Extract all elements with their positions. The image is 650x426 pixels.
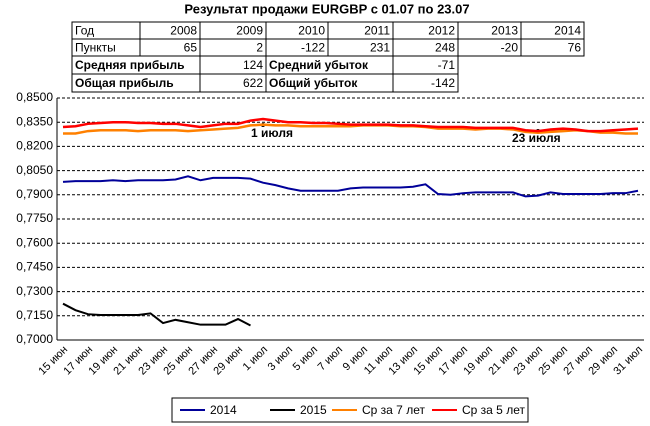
table-text: 231 [370, 41, 390, 55]
y-tick-label: 0,7450 [16, 260, 53, 274]
table-text: Общий убыток [269, 76, 358, 90]
table-text: 2 [256, 41, 263, 55]
table-text: 2010 [298, 24, 325, 38]
legend-box [171, 397, 529, 423]
table-text: Пункты [75, 41, 116, 55]
y-tick-label: 0,8200 [16, 139, 53, 153]
y-tick-label: 0,8050 [16, 163, 53, 177]
table-text: 2009 [236, 24, 263, 38]
legend-label: Ср за 7 лет [362, 403, 425, 417]
table-cell [392, 73, 459, 93]
table-text: Средняя прибыль [75, 58, 185, 72]
y-tick-label: 0,7000 [16, 332, 53, 346]
table-text: 2013 [491, 24, 518, 38]
chart-title: Результат продажи EURGBP с 01.07 по 23.0… [184, 1, 469, 16]
series-line [63, 123, 638, 135]
table-text: -122 [301, 41, 325, 55]
y-tick-label: 0,7150 [16, 308, 53, 322]
table-text: 76 [568, 41, 582, 55]
y-tick-label: 0,8500 [16, 90, 53, 104]
table-text: 124 [243, 58, 263, 72]
table-text: -142 [431, 76, 455, 90]
table-text: -71 [438, 58, 456, 72]
table-text: Год [75, 24, 94, 38]
table-text: -20 [501, 41, 519, 55]
annotation: 23 июля [512, 131, 561, 145]
annotation: 1 июля [251, 126, 293, 140]
legend-label: 2015 [300, 403, 327, 417]
table-cell [520, 38, 585, 57]
y-tick-label: 0,7750 [16, 211, 53, 225]
x-tick-label: 7 июл [316, 344, 346, 374]
table-text: 248 [435, 41, 455, 55]
table-text: 622 [243, 76, 263, 90]
y-tick-label: 0,7300 [16, 284, 53, 298]
legend-label: Ср за 5 лет [462, 403, 525, 417]
table-text: 2012 [428, 24, 455, 38]
table-text: Общая прибыль [75, 76, 174, 90]
y-tick-label: 0,7900 [16, 187, 53, 201]
series-line [62, 302, 251, 327]
y-tick-label: 0,8350 [16, 114, 53, 128]
x-tick-label: 3 июл [266, 344, 296, 374]
y-tick-label: 0,7600 [16, 235, 53, 249]
x-tick-label: 1 июл [241, 344, 271, 374]
table-text: Средний убыток [269, 58, 369, 72]
table-text: 2008 [170, 24, 197, 38]
series-line [62, 117, 639, 133]
table-text: 65 [184, 41, 198, 55]
table-text: 2011 [364, 24, 390, 38]
x-tick-label: 5 июл [291, 344, 321, 374]
table-text: 2014 [554, 24, 581, 38]
series-line [62, 175, 639, 198]
legend-label: 2014 [210, 403, 237, 417]
